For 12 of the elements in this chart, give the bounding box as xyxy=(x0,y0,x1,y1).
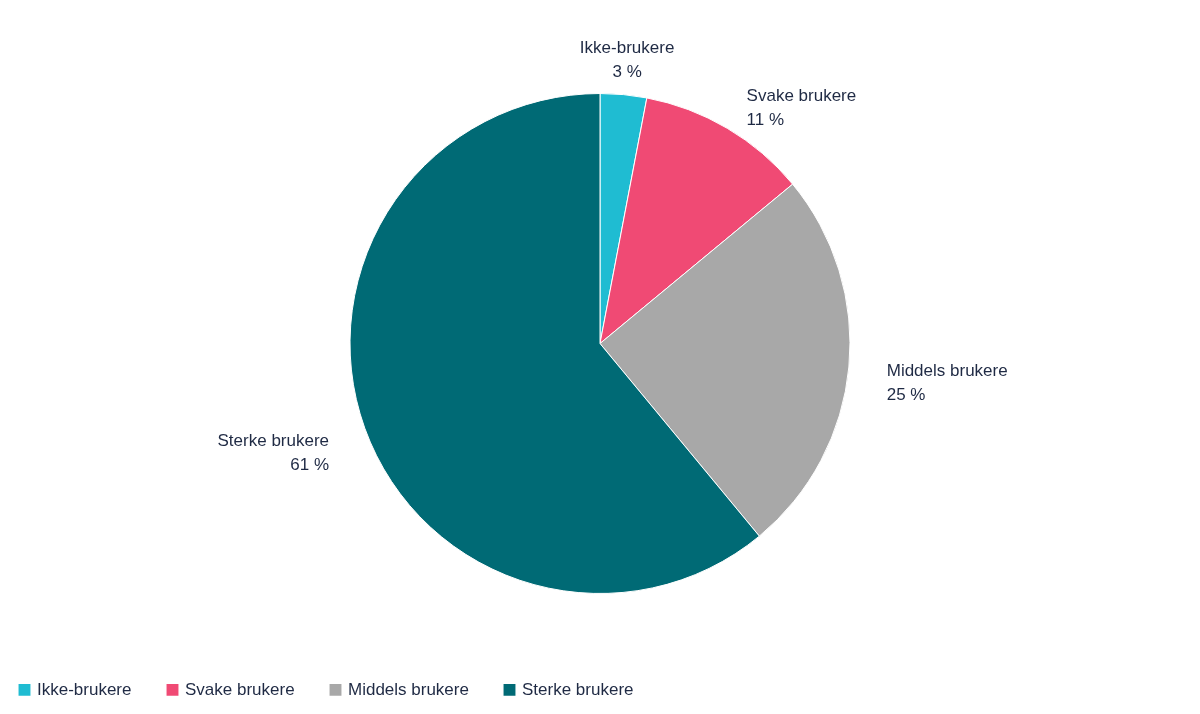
slice-label: Ikke-brukere xyxy=(579,37,675,57)
legend-label: Svake brukere xyxy=(185,679,295,699)
legend-label: Sterke brukere xyxy=(522,679,634,699)
data-label: 25 % xyxy=(886,384,926,404)
slice-label: Middels brukere xyxy=(886,360,1008,380)
data-label: 61 % xyxy=(290,455,330,475)
slice-label: Sterke brukere xyxy=(217,431,330,451)
legend-label: Middels brukere xyxy=(348,679,469,699)
legend-label: Ikke-brukere xyxy=(37,679,132,699)
slice-label: Svake brukere xyxy=(746,85,857,105)
data-label: 11 % xyxy=(746,109,785,129)
data-label: 3 % xyxy=(612,61,642,81)
